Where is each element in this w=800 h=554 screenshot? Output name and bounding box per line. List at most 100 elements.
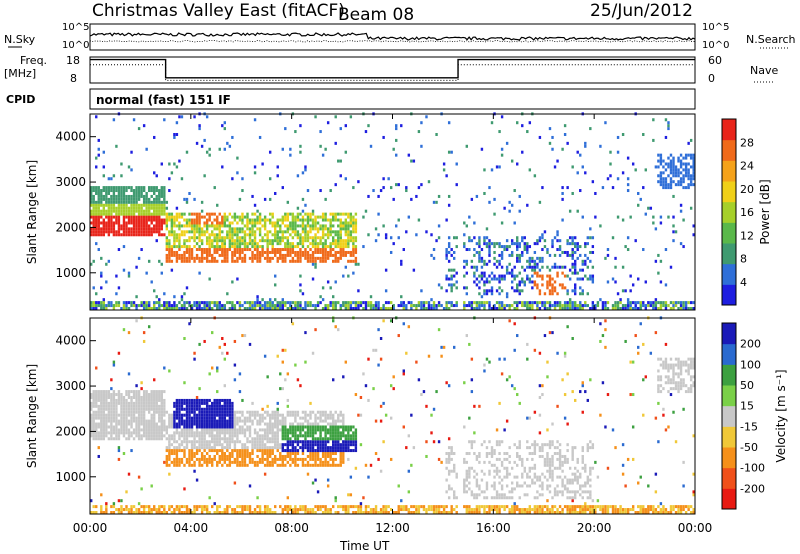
heatmap-cell bbox=[160, 419, 163, 423]
heatmap-cell bbox=[150, 401, 153, 405]
heatmap-cell bbox=[384, 307, 388, 310]
heatmap-cell bbox=[400, 262, 403, 266]
heatmap-cell bbox=[337, 212, 340, 216]
heatmap-cell bbox=[248, 410, 252, 414]
heatmap-cell bbox=[241, 248, 244, 252]
heatmap-cell bbox=[95, 221, 98, 225]
heatmap-cell bbox=[155, 212, 158, 216]
heatmap-cell bbox=[188, 452, 191, 456]
heatmap-cell bbox=[203, 434, 206, 438]
heatmap-cell bbox=[243, 449, 247, 453]
heatmap-cell bbox=[571, 253, 574, 257]
nsky-tick-top: 10^5 bbox=[62, 22, 89, 33]
heatmap-cell bbox=[178, 398, 181, 402]
heatmap-cell bbox=[258, 416, 262, 420]
heatmap-cell bbox=[226, 454, 229, 458]
heatmap-cell bbox=[347, 250, 350, 254]
heatmap-cell bbox=[339, 454, 342, 458]
heatmap-cell bbox=[142, 301, 146, 305]
heatmap-cell bbox=[516, 304, 519, 308]
heatmap-cell bbox=[639, 301, 642, 305]
heatmap-cell bbox=[667, 215, 670, 219]
heatmap-cell bbox=[105, 390, 108, 394]
heatmap-cell bbox=[198, 398, 201, 402]
heatmap-cell bbox=[190, 446, 194, 450]
heatmap-cell bbox=[586, 304, 590, 308]
heatmap-cell bbox=[150, 431, 153, 435]
heatmap-cell bbox=[326, 218, 330, 222]
heatmap-cell bbox=[677, 168, 680, 172]
heatmap-cell bbox=[442, 168, 446, 172]
heatmap-cell bbox=[163, 301, 166, 305]
heatmap-cell bbox=[90, 233, 93, 237]
heatmap-cell bbox=[647, 304, 650, 308]
heatmap-cell bbox=[243, 248, 247, 252]
heatmap-cell bbox=[155, 437, 158, 441]
heatmap-cell bbox=[374, 301, 378, 305]
heatmap-cell bbox=[150, 434, 153, 438]
heatmap-cell bbox=[342, 304, 345, 308]
heatmap-cell bbox=[279, 457, 282, 461]
heatmap-cell bbox=[589, 274, 592, 278]
heatmap-cell bbox=[137, 416, 141, 420]
heatmap-cell bbox=[306, 304, 310, 308]
nsky-tick-bottom: 10^0 bbox=[62, 40, 89, 51]
heatmap-cell bbox=[258, 221, 262, 225]
heatmap-cell bbox=[231, 250, 234, 254]
heatmap-cell bbox=[150, 230, 153, 234]
heatmap-cell bbox=[92, 416, 95, 420]
heatmap-cell bbox=[140, 419, 143, 423]
heatmap-cell bbox=[160, 191, 163, 195]
heatmap-cell bbox=[208, 431, 211, 435]
heatmap-cell bbox=[135, 218, 138, 222]
heatmap-cell bbox=[329, 416, 332, 420]
heatmap-cell bbox=[531, 268, 534, 272]
heatmap-cell bbox=[132, 194, 136, 198]
heatmap-cell bbox=[692, 171, 695, 175]
heatmap-cell bbox=[226, 446, 229, 450]
heatmap-cell bbox=[334, 419, 337, 423]
heatmap-cell bbox=[188, 434, 191, 438]
heatmap-cell bbox=[669, 165, 673, 169]
heatmap-cell bbox=[299, 304, 302, 308]
heatmap-cell bbox=[311, 253, 315, 257]
heatmap-cell bbox=[518, 256, 521, 260]
heatmap-cell bbox=[284, 248, 287, 252]
heatmap-cell bbox=[291, 224, 295, 228]
heatmap-cell bbox=[175, 413, 179, 417]
heatmap-cell bbox=[226, 410, 229, 414]
heatmap-cell bbox=[221, 443, 224, 447]
heatmap-cell bbox=[281, 298, 284, 302]
heatmap-cell bbox=[599, 144, 602, 148]
heatmap-cell bbox=[518, 280, 521, 284]
heatmap-cell bbox=[374, 419, 378, 423]
heatmap-cell bbox=[339, 227, 342, 231]
heatmap-cell bbox=[266, 425, 269, 429]
heatmap-cell bbox=[211, 259, 214, 263]
heatmap-cell bbox=[160, 212, 163, 216]
heatmap-cell bbox=[117, 390, 121, 394]
heatmap-cell bbox=[208, 413, 211, 417]
heatmap-cell bbox=[281, 301, 284, 305]
heatmap-cell bbox=[314, 437, 317, 441]
heatmap-cell bbox=[208, 372, 211, 376]
heatmap-cell bbox=[153, 390, 156, 394]
heatmap-cell bbox=[95, 437, 98, 441]
heatmap-cell bbox=[233, 248, 237, 252]
heatmap-cell bbox=[354, 230, 358, 234]
heatmap-cell bbox=[95, 209, 98, 213]
heatmap-cell bbox=[165, 460, 169, 464]
heatmap-cell bbox=[392, 242, 395, 246]
heatmap-cell bbox=[223, 221, 227, 225]
heatmap-cell bbox=[291, 256, 295, 260]
heatmap-cell bbox=[125, 401, 128, 405]
heatmap-cell bbox=[463, 221, 466, 225]
heatmap-cell bbox=[299, 274, 302, 278]
heatmap-cell bbox=[203, 460, 206, 464]
heatmap-cell bbox=[284, 457, 287, 461]
heatmap-cell bbox=[92, 212, 95, 216]
heatmap-cell bbox=[616, 292, 620, 296]
heatmap-cell bbox=[347, 233, 350, 237]
heatmap-cell bbox=[150, 393, 153, 397]
heatmap-cell bbox=[405, 186, 408, 190]
